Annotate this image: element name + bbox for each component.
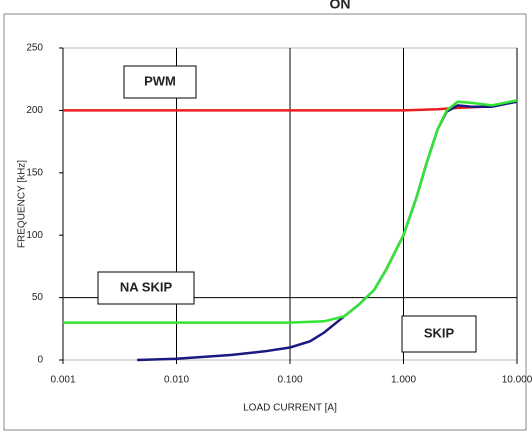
frame xyxy=(3,13,527,431)
y-tick-label: 200 xyxy=(26,105,43,116)
x-tick-label: 1.000 xyxy=(391,375,416,386)
x-axis-label: LOAD CURRENT [A] xyxy=(243,403,337,414)
annotation-box xyxy=(123,65,197,99)
y-tick-label: 100 xyxy=(26,230,43,241)
chart-title: ON xyxy=(330,0,351,12)
annotation-box xyxy=(401,315,477,353)
y-tick-label: 150 xyxy=(26,167,43,178)
y-axis-label: FREQUENCY [kHz] xyxy=(17,160,28,248)
series-line xyxy=(63,99,518,324)
y-tick-label: 0 xyxy=(37,355,43,366)
annotation: PWM xyxy=(144,73,176,88)
y-tick-label: 50 xyxy=(32,292,44,303)
x-tick-label: 0.010 xyxy=(164,375,189,386)
annotation-box xyxy=(97,271,195,305)
annotation: SKIP xyxy=(424,325,455,340)
x-tick-label: 10.000 xyxy=(502,375,532,386)
annotation: NA SKIP xyxy=(120,279,173,294)
x-tick-label: 0.100 xyxy=(277,375,302,386)
y-tick-label: 250 xyxy=(26,43,43,54)
x-tick-label: 0.001 xyxy=(50,375,75,386)
